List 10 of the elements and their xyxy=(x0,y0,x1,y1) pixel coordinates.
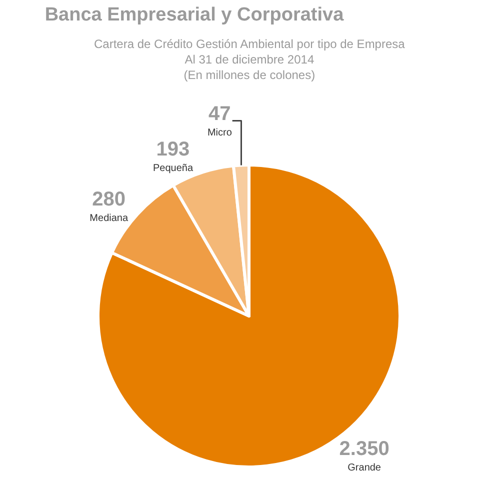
slice-label: Grande xyxy=(348,462,382,474)
slice-label: Pequeña xyxy=(152,163,194,174)
chart-title: Banca Empresarial y Corporativa xyxy=(44,4,344,26)
data-label: 280 xyxy=(92,188,126,210)
chart-subtitle: Cartera de Crédito Gestión Ambiental por tipo de Empresa Al 31 de diciembre 2014 (En millones de colones) xyxy=(94,37,406,82)
slice-label: Micro xyxy=(207,127,232,138)
data-label: 47 xyxy=(208,102,231,125)
data-label: 193 xyxy=(156,138,190,160)
data-label: 2.350 xyxy=(339,438,390,460)
slice-label: Mediana xyxy=(90,213,128,224)
